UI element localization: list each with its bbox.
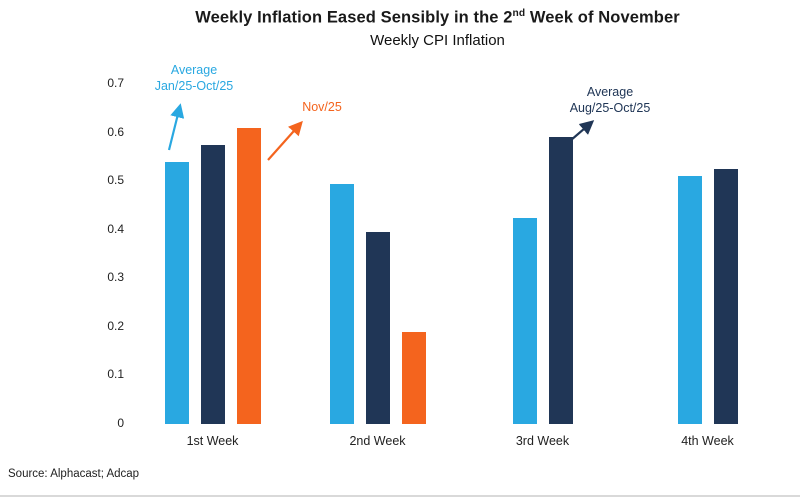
annotation-avg-jan-oct-line1: Average xyxy=(170,63,218,77)
y-axis-tick-label: 0.3 xyxy=(107,270,124,285)
bars-4th-week xyxy=(677,84,738,424)
bar-group-4th-week: 4th Week xyxy=(625,84,790,448)
y-axis-tick-label: 0.7 xyxy=(107,76,124,90)
bar-average-aug-25-oct-25-1st-week xyxy=(200,144,225,424)
chart-title: Weekly Inflation Eased Sensibly in the 2… xyxy=(75,8,800,28)
bar-average-jan-25-oct-25-1st-week xyxy=(164,161,189,424)
annotation-avg-aug-oct-line2: Aug/25-Oct/25 xyxy=(569,101,651,116)
y-axis-tick-label: 0.4 xyxy=(107,221,124,236)
bars-2nd-week xyxy=(329,84,426,424)
bar-average-aug-25-oct-25-3rd-week xyxy=(548,137,573,424)
y-axis-tick-label: 0 xyxy=(117,416,124,430)
bar-group-2nd-week: 2nd Week xyxy=(295,84,460,448)
bars-3rd-week xyxy=(512,84,573,424)
chart-header: Weekly Inflation Eased Sensibly in the 2… xyxy=(75,8,800,49)
chart-subtitle: Weekly CPI Inflation xyxy=(370,31,505,49)
chart-title-suffix: Week of November xyxy=(525,8,680,27)
bar-group-3rd-week: 3rd Week xyxy=(460,84,625,448)
chart-title-superscript: nd xyxy=(512,8,526,19)
annotation-avg-aug-oct: Average Aug/25-Oct/25 xyxy=(553,84,667,117)
x-axis-label-1st-week: 1st Week xyxy=(186,434,239,448)
bar-group-1st-week: 1st Week xyxy=(130,84,295,448)
bar-average-jan-25-oct-25-3rd-week xyxy=(512,217,537,424)
bar-average-aug-25-oct-25-4th-week xyxy=(713,169,738,424)
plot-area: 1st Week 2nd Week 3rd Week 4th Week xyxy=(130,84,790,448)
bar-average-jan-25-oct-25-2nd-week xyxy=(329,183,354,424)
bar-average-aug-25-oct-25-2nd-week xyxy=(365,232,390,424)
bar-groups: 1st Week 2nd Week 3rd Week 4th Week xyxy=(130,84,790,448)
bar-nov-25-2nd-week xyxy=(401,331,426,424)
annotation-avg-jan-oct: Average Jan/25-Oct/25 xyxy=(138,62,250,95)
annotation-avg-jan-oct-line2: Jan/25-Oct/25 xyxy=(154,79,234,94)
source-credit: Source: Alphacast; Adcap xyxy=(8,468,140,480)
y-axis-tick-label: 0.6 xyxy=(107,124,124,139)
y-axis-tick-label: 0.2 xyxy=(107,318,124,333)
y-axis-tick-label: 0.5 xyxy=(107,173,124,188)
chart-title-prefix: Weekly Inflation Eased Sensibly in the 2 xyxy=(195,8,513,27)
annotation-avg-aug-oct-line1: Average xyxy=(586,85,634,99)
x-axis-label-3rd-week: 3rd Week xyxy=(515,434,570,448)
bar-average-jan-25-oct-25-4th-week xyxy=(677,176,702,424)
bars-1st-week xyxy=(164,84,261,424)
x-axis-label-2nd-week: 2nd Week xyxy=(349,434,406,448)
x-axis-label-4th-week: 4th Week xyxy=(681,434,734,448)
y-axis: 0 0.1 0.2 0.3 0.4 0.5 0.6 0.7 xyxy=(88,0,124,495)
bar-nov-25-1st-week xyxy=(236,127,261,424)
y-axis-tick-label: 0.1 xyxy=(107,367,124,382)
annotation-nov-25: Nov/25 xyxy=(292,99,352,115)
annotation-nov-25-line1: Nov/25 xyxy=(302,100,342,114)
